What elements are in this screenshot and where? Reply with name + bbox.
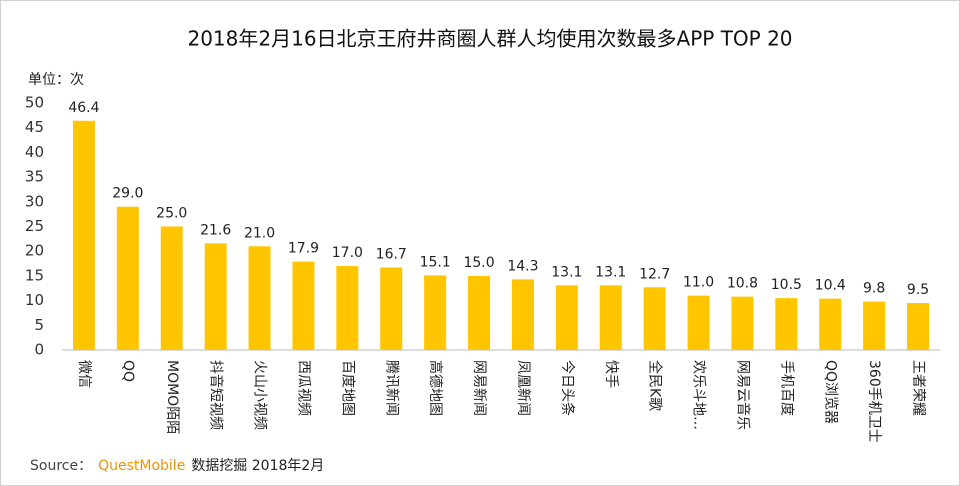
value-label: 46.4 (68, 100, 99, 116)
x-tick-label: 网易云音乐 (734, 360, 751, 430)
bar (599, 285, 622, 350)
value-label: 10.4 (815, 278, 846, 294)
bar (380, 267, 403, 350)
y-tick-label: 10 (25, 291, 44, 309)
value-label: 17.0 (332, 245, 363, 261)
y-tick-label: 20 (25, 242, 44, 260)
bar (204, 243, 227, 350)
unit-label: 单位：次 (28, 72, 84, 88)
bar (116, 206, 139, 350)
source: Source： QuestMobile 数据挖掘 2018年2月 (30, 458, 324, 474)
bar (511, 279, 534, 350)
value-label: 17.9 (288, 241, 319, 257)
bar (819, 298, 842, 350)
x-tick-label: 360手机卫士 (866, 360, 882, 443)
x-tick-label: 快手 (603, 360, 619, 388)
value-label: 29.0 (112, 186, 143, 202)
bar (643, 287, 666, 350)
source-brand: QuestMobile (98, 458, 185, 474)
bar (555, 285, 578, 350)
y-tick-label: 45 (25, 118, 44, 136)
value-label: 13.1 (551, 264, 582, 280)
x-tick-label: 手机百度 (778, 360, 794, 416)
value-label: 21.0 (244, 225, 275, 241)
value-label: 10.5 (771, 277, 802, 293)
value-label: 9.5 (907, 282, 929, 298)
x-tick-label: 抖音短视频 (208, 360, 225, 430)
y-tick-label: 35 (25, 168, 44, 186)
bar (775, 298, 798, 350)
x-tick-label: QQ (120, 360, 136, 382)
x-tick-label: 火山小视频 (252, 360, 268, 430)
y-tick-label: 15 (25, 266, 44, 284)
x-tick-label: 全民K歌 (647, 360, 664, 411)
x-tick-label: 微信 (76, 360, 92, 388)
value-label: 12.7 (639, 266, 670, 282)
value-label: 10.8 (727, 276, 758, 292)
x-tick-label: 百度地图 (339, 360, 355, 416)
value-label: 11.0 (683, 275, 714, 291)
value-label: 15.0 (463, 255, 494, 271)
value-label: 13.1 (595, 264, 626, 280)
chart-title: 2018年2月16日北京王府井商圈人群人均使用次数最多APP TOP 20 (187, 27, 792, 51)
y-tick-label: 0 (34, 341, 44, 359)
value-label: 14.3 (507, 258, 538, 274)
source-suffix: 数据挖掘 2018年2月 (191, 458, 324, 474)
bar (160, 226, 183, 350)
y-tick-label: 5 (34, 316, 44, 334)
x-tick-label: 欢乐斗地… (691, 360, 707, 430)
value-label: 25.0 (156, 206, 187, 222)
x-tick-label: 腾讯新闻 (383, 360, 400, 416)
bar (292, 261, 315, 350)
x-tick-label: 今日头条 (559, 360, 576, 416)
bar (424, 275, 447, 350)
x-tick-label: 网易新闻 (471, 360, 487, 416)
bar (863, 301, 886, 350)
bar (731, 296, 754, 350)
value-label: 15.1 (420, 254, 451, 270)
bar (72, 120, 95, 350)
y-tick-label: 40 (25, 143, 44, 161)
bar (336, 266, 359, 350)
bar (907, 303, 930, 350)
x-tick-label: MOMO陌陌 (164, 360, 180, 434)
x-tick-label: 凤凰新闻 (515, 360, 531, 416)
y-tick-label: 50 (25, 94, 44, 112)
value-label: 16.7 (376, 247, 407, 263)
x-tick-label: QQ浏览器 (822, 360, 838, 424)
y-tick-label: 30 (25, 192, 44, 210)
bar (468, 275, 491, 350)
source-prefix: Source： (30, 458, 92, 474)
value-label: 21.6 (200, 222, 231, 238)
x-tick-label: 西瓜视频 (295, 360, 311, 416)
x-tick-label: 王者荣耀 (910, 360, 926, 416)
x-tick-label: 高德地图 (427, 360, 444, 416)
bar (248, 246, 271, 350)
value-label: 9.8 (863, 281, 885, 297)
y-tick-label: 25 (25, 217, 44, 235)
bar (687, 295, 710, 350)
